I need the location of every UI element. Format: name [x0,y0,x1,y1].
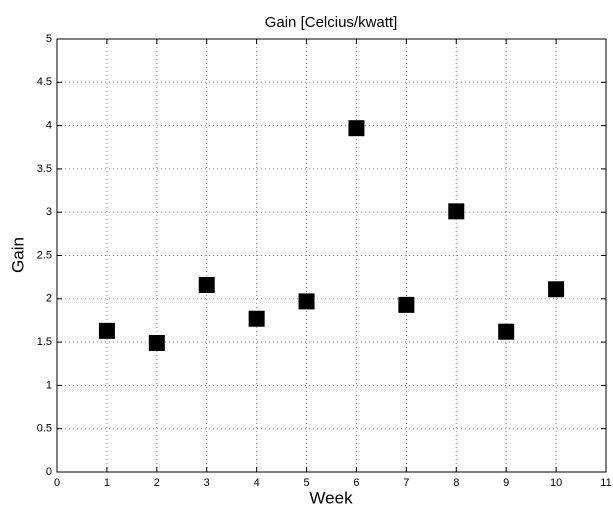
y-tick-label: 0 [46,466,52,478]
x-tick-label: 6 [353,477,359,489]
y-tick-label: 1.5 [37,336,52,348]
scatter-point [548,281,565,298]
x-tick-label: 2 [154,477,160,489]
plot-frame [56,38,607,473]
y-tick-label: 3.5 [37,163,52,175]
scatter-point [348,120,365,137]
x-axis-label: Week [309,488,353,507]
scatter-point [448,203,465,220]
x-tick-label: 4 [254,477,260,489]
y-tick-label: 4.5 [37,76,52,88]
x-tick-label: 10 [550,477,562,489]
y-tick-label: 4 [46,120,52,132]
y-tick-label: 2.5 [37,249,52,261]
x-tick-label: 5 [303,477,309,489]
x-tick-label: 1 [104,477,110,489]
y-axis-label: Gain [8,237,27,273]
scatter-point [198,276,215,293]
chart-title: Gain [Celcius/kwatt] [265,14,398,31]
scatter-point [148,334,165,351]
x-tick-label: 9 [503,477,509,489]
x-tick-label: 7 [403,477,409,489]
y-tick-label: 2 [46,293,52,305]
y-tick-label: 1 [46,379,52,391]
y-tick-label: 0.5 [37,423,52,435]
y-tick-label: 3 [46,206,52,218]
scatter-point [498,323,515,340]
scatter-point [248,310,265,327]
scatter-point [98,322,115,339]
x-tick-label: 3 [204,477,210,489]
scatter-point [398,296,415,313]
scatter-point [298,293,315,310]
x-tick-label: 8 [453,477,459,489]
x-tick-label: 0 [54,477,60,489]
y-tick-label: 5 [46,33,52,45]
x-tick-label: 11 [600,477,611,489]
